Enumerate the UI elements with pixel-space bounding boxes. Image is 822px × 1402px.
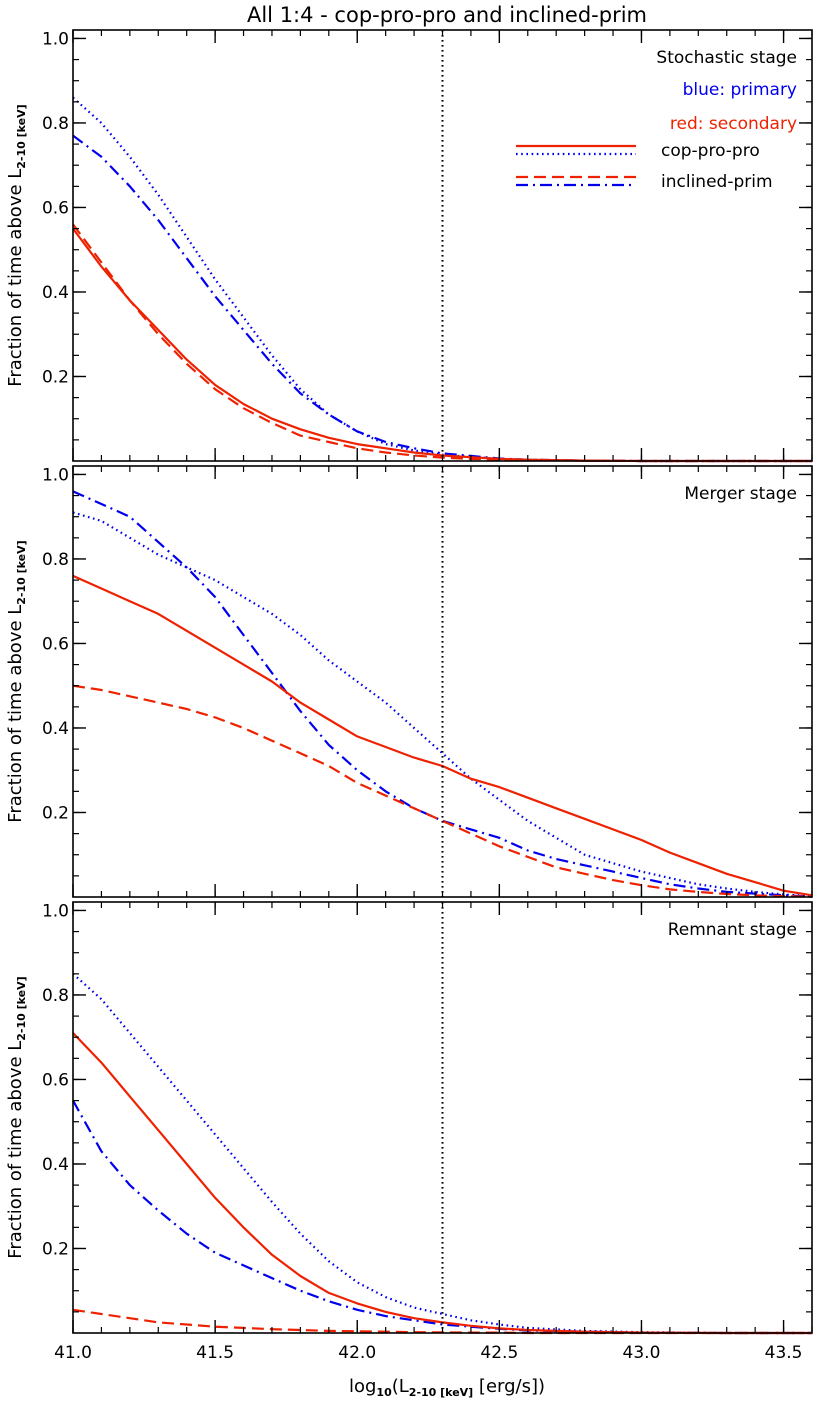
y-axis-label-sub: 2-10 [keV]: [15, 540, 28, 604]
x-tick-label: 43.0: [623, 1343, 661, 1363]
series-line-primary-dotted: [72, 96, 812, 463]
y-tick-label: 0.6: [42, 1070, 69, 1090]
panels: 0.2 0.4 0.6 0.8 1.0 Stochastic stage Fraction …: [5, 29, 813, 1363]
x-tick-label: 43.5: [765, 1343, 803, 1363]
stage-label: Merger stage: [684, 484, 797, 504]
series-line-secondary-dashed: [72, 684, 813, 898]
legend-blue-primary: blue: primary: [683, 80, 797, 100]
y-tick-label: 0.2: [42, 1239, 69, 1259]
x-tick-label: 42.5: [480, 1343, 518, 1363]
y-tick-label: 0.4: [42, 719, 69, 739]
series-line-secondary-solid: [72, 1032, 812, 1335]
y-axis-label-main: Fraction of time above L: [5, 1041, 26, 1259]
series-line-primary-dotted: [72, 511, 813, 898]
series-line-primary-dashdot: [72, 1100, 812, 1335]
y-tick-label: 0.4: [42, 1155, 69, 1175]
legend-red-secondary: red: secondary: [670, 114, 797, 134]
series-line-primary-dotted: [72, 972, 812, 1335]
x-tick-label: 42.0: [338, 1343, 376, 1363]
figure-title: All 1:4 - cop-pro-pro and inclined-prim: [247, 3, 647, 27]
y-tick-label: 0.8: [42, 986, 69, 1006]
legend-label-inclined-prim: inclined-prim: [661, 172, 773, 192]
x-axis-label-mid: (L: [392, 1376, 409, 1397]
y-axis-label-sub: 2-10 [keV]: [15, 104, 28, 168]
stage-label: Stochastic stage: [656, 48, 797, 68]
y-tick-label: 1.0: [42, 29, 69, 49]
y-tick-label: 0.4: [42, 283, 69, 303]
y-axis-label-sub: 2-10 [keV]: [15, 976, 28, 1040]
y-axis-label-main: Fraction of time above L: [5, 605, 26, 823]
legend: blue: primary red: secondary cop-pro-pro…: [516, 80, 797, 192]
y-tick-label: 0.8: [42, 550, 69, 570]
panel-2: 0.2 0.4 0.6 0.8 1.0 Merger stage Fraction of t…: [5, 465, 813, 898]
y-axis-label: Fraction of time above L2-10 [keV]: [5, 976, 28, 1258]
y-tick-label: 0.2: [42, 367, 69, 387]
x-axis-label-log: log: [349, 1376, 376, 1397]
panel-1: 0.2 0.4 0.6 0.8 1.0 Stochastic stage Fraction …: [5, 29, 813, 463]
x-axis-label-post: [erg/s]): [473, 1376, 545, 1397]
y-tick-label: 1.0: [42, 465, 69, 485]
y-tick-label: 0.8: [42, 114, 69, 134]
stage-label: Remnant stage: [668, 920, 797, 940]
y-tick-label: 1.0: [42, 901, 69, 921]
x-axis-label: log10(L2-10 [keV] [erg/s]): [349, 1376, 545, 1399]
x-axis-label-log-sub: 10: [376, 1386, 392, 1399]
y-tick-label: 0.2: [42, 803, 69, 823]
y-axis-label-main: Fraction of time above L: [5, 169, 26, 387]
y-axis-label: Fraction of time above L2-10 [keV]: [5, 540, 28, 822]
legend-label-cop-pro-pro: cop-pro-pro: [661, 141, 760, 161]
y-tick-label: 0.6: [42, 198, 69, 218]
y-tick-label: 0.6: [42, 634, 69, 654]
y-axis-label: Fraction of time above L2-10 [keV]: [5, 104, 28, 386]
panel-3: 41.0 41.5 42.0 42.5 43.0 43.5 0.2 0.4 0.6 0.8 1.0 R…: [5, 901, 813, 1363]
x-axis-label-sub: 2-10 [keV]: [409, 1386, 473, 1399]
x-tick-label: 41.5: [196, 1343, 234, 1363]
x-tick-label: 41.0: [54, 1343, 92, 1363]
series-line-primary-dashdot: [72, 490, 813, 898]
